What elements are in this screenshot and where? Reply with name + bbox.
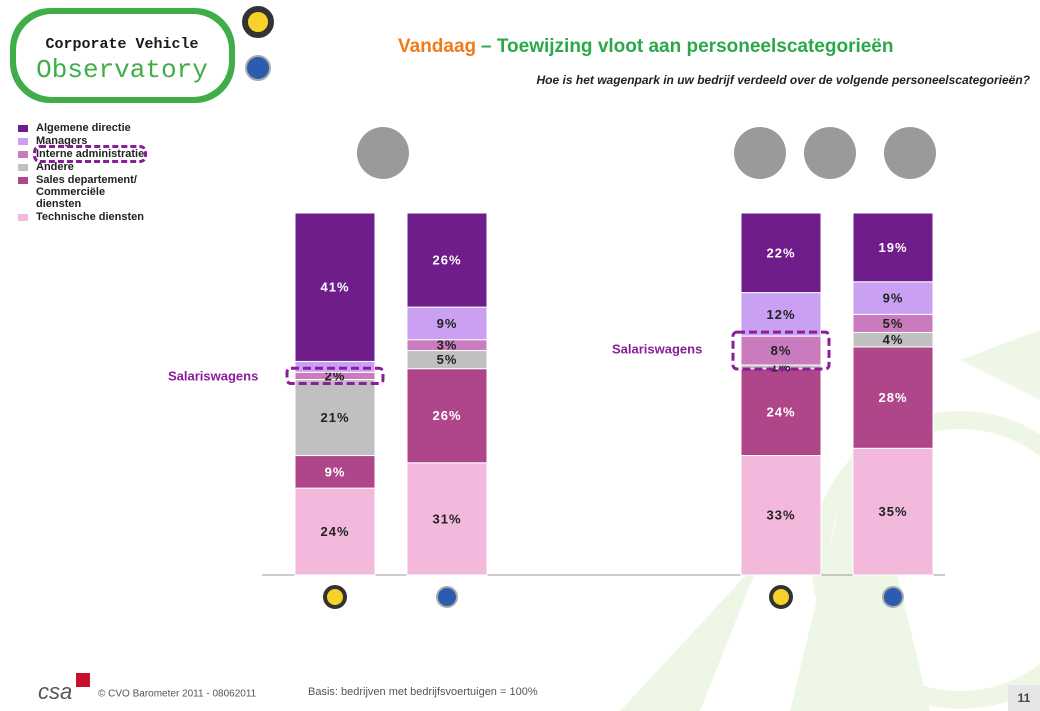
- highlight-box: [731, 330, 831, 371]
- page-number: 11: [1018, 691, 1031, 705]
- legend-item: Managers: [18, 135, 193, 147]
- title: – Toewijzing vloot aan personeelscategor…: [481, 36, 893, 57]
- bar-segment: [294, 487, 376, 576]
- legend-label: Technische diensten: [36, 211, 144, 223]
- data-label: 26%: [432, 408, 461, 423]
- data-label: 41%: [320, 280, 349, 295]
- copyright: © CVO Barometer 2011 - 08062011: [98, 689, 257, 700]
- legend-item: Technische diensten: [18, 211, 193, 223]
- data-label: 22%: [766, 245, 795, 260]
- data-label: 21%: [320, 410, 349, 425]
- flag-be: [242, 6, 274, 38]
- data-label: 8%: [771, 343, 792, 358]
- annotation: Salariswagens: [612, 341, 702, 356]
- data-label: 26%: [432, 252, 461, 267]
- legend-label: Andere: [36, 161, 74, 173]
- data-label: 33%: [766, 508, 795, 523]
- data-label: 9%: [883, 291, 904, 306]
- data-label: 31%: [432, 511, 461, 526]
- legend-swatch: [18, 164, 28, 171]
- legend: Algemene directie Managers Interne adminis…: [18, 122, 193, 224]
- data-label: 9%: [437, 316, 458, 331]
- bar-segment: [852, 212, 934, 283]
- legend-item: Algemene directie: [18, 122, 193, 134]
- legend-label: Sales departement/ Commerciële diensten: [36, 174, 137, 210]
- flag-be: [323, 585, 347, 609]
- bar-segment: [406, 368, 488, 464]
- bar-segment: [294, 212, 376, 362]
- icon-group: [884, 127, 936, 179]
- bar-segment: [740, 292, 822, 337]
- flag-be: [769, 585, 793, 609]
- legend-item: Interne administratie: [18, 145, 193, 163]
- page-box: [1008, 685, 1040, 711]
- legend-item: Andere: [18, 161, 193, 173]
- data-label: 24%: [766, 405, 795, 420]
- logo-line1: Corporate Vehicle: [45, 36, 198, 53]
- legend-swatch: [18, 151, 28, 158]
- title-lead: Vandaag: [398, 36, 476, 57]
- data-label: 24%: [320, 524, 349, 539]
- bar-segment: [852, 346, 934, 449]
- data-label: 9%: [325, 464, 346, 479]
- flag-eu: [245, 55, 271, 81]
- background-compass: [620, 330, 1040, 711]
- data-label: 4%: [883, 332, 904, 347]
- legend-label: Algemene directie: [36, 122, 131, 134]
- flag-eu: [436, 586, 458, 608]
- bar-segment: [406, 212, 488, 308]
- legend-swatch: [18, 177, 28, 184]
- bar-segment: [852, 281, 934, 315]
- data-label: 5%: [883, 316, 904, 331]
- bar-segment: [852, 447, 934, 576]
- legend-label: Managers: [36, 135, 88, 147]
- bar-segment: [740, 368, 822, 457]
- data-label: 12%: [766, 307, 795, 322]
- data-label: 28%: [878, 390, 907, 405]
- data-label: 3%: [437, 338, 458, 353]
- data-label: 35%: [878, 504, 907, 519]
- brand: csa: [38, 679, 72, 704]
- bar-segment: [740, 212, 822, 294]
- bar-segment: [740, 455, 822, 576]
- basis: Basis: bedrijven met bedrijfsvoertuigen …: [308, 686, 538, 698]
- logo-line2: Observatory: [36, 55, 208, 85]
- flag-eu: [882, 586, 904, 608]
- icon-group: [734, 127, 786, 179]
- data-label: 19%: [878, 240, 907, 255]
- legend-swatch: [18, 138, 28, 145]
- legend-swatch: [18, 125, 28, 132]
- logo-inner: [16, 14, 229, 97]
- legend-label: Interne administratie: [32, 145, 148, 163]
- brand-logo: [76, 673, 90, 687]
- data-label: 5%: [437, 352, 458, 367]
- bar-segment: [406, 462, 488, 576]
- legend-swatch: [18, 214, 28, 221]
- legend-item: Sales departement/ Commerciële diensten: [18, 174, 193, 210]
- annotation: Salariswagens: [168, 368, 258, 383]
- subtitle: Hoe is het wagenpark in uw bedrijf verde…: [537, 73, 1031, 87]
- icon-single: [357, 127, 409, 179]
- highlight-box: [285, 366, 385, 386]
- icon-group: [804, 127, 856, 179]
